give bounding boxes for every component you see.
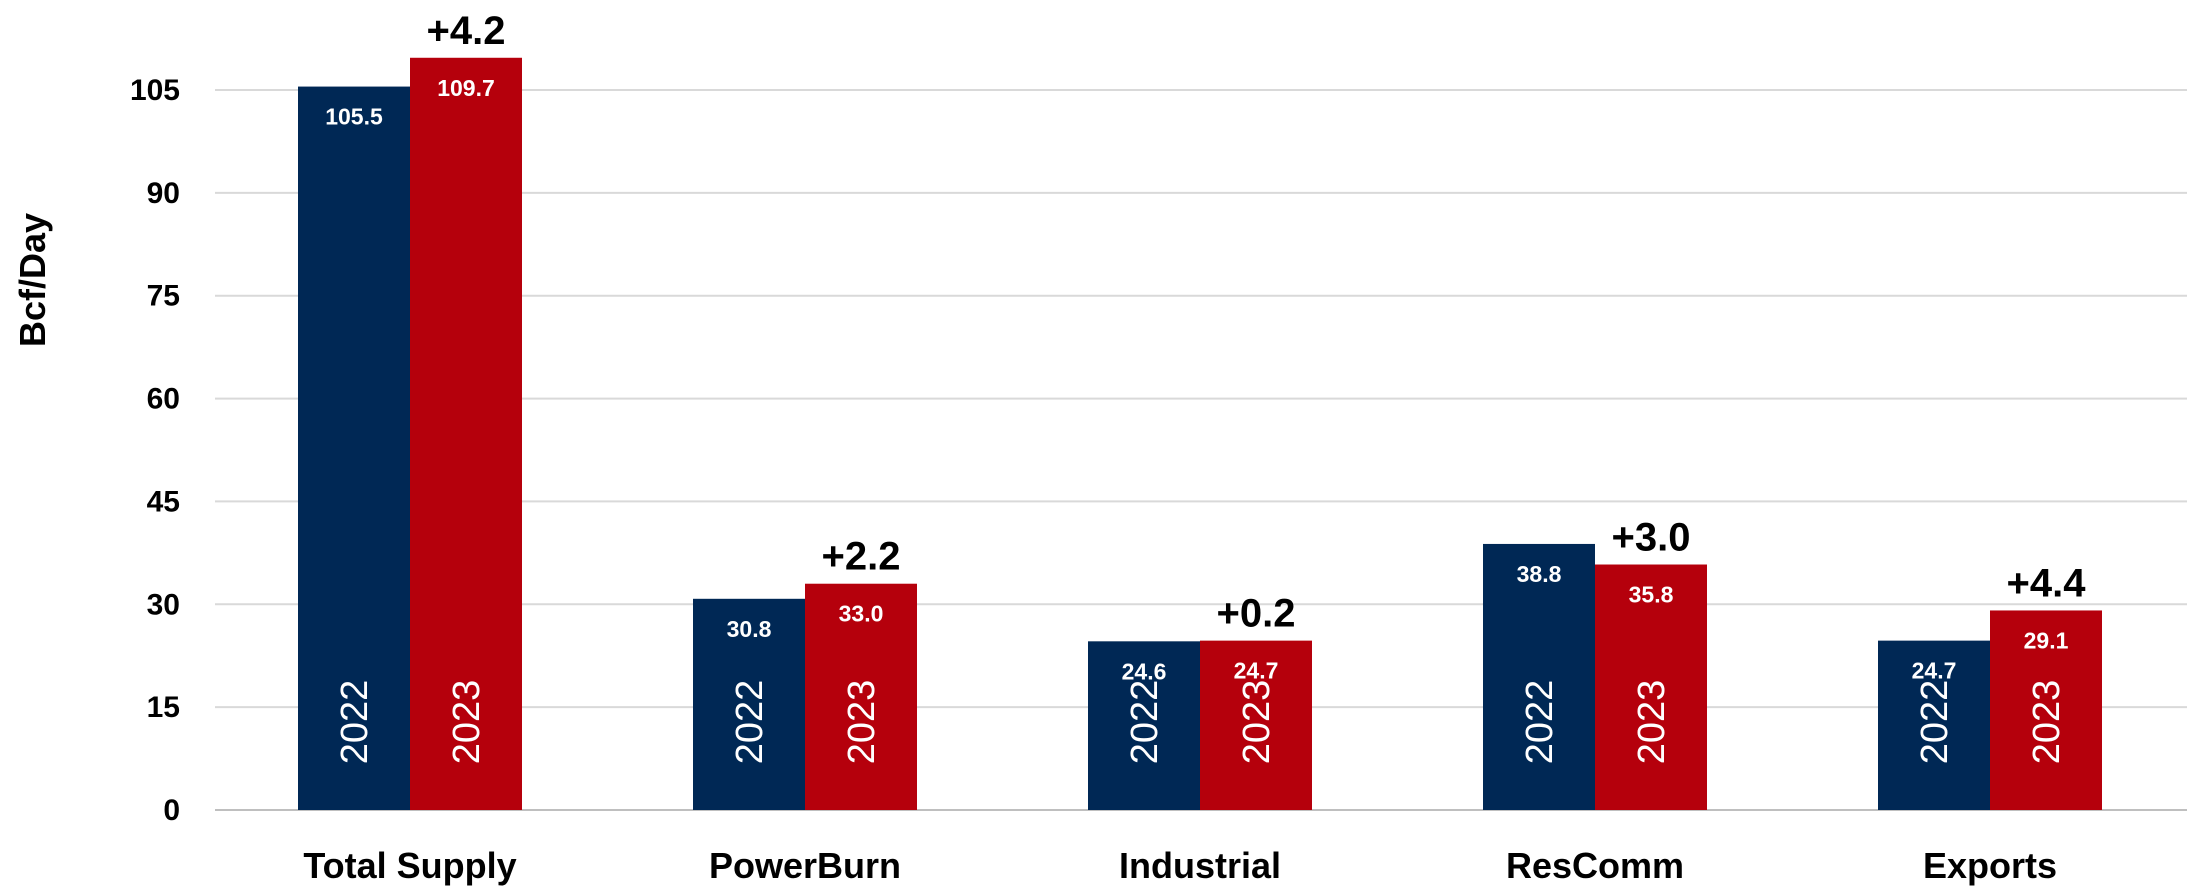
bar-2022 [298, 86, 410, 811]
bar-value-label: 109.7 [437, 75, 495, 101]
y-tick-label: 0 [163, 794, 180, 827]
bar-value-label: 29.1 [2024, 627, 2069, 653]
bar-year-label: 2022 [1124, 680, 1166, 765]
change-annotation: +4.4 [2007, 561, 2087, 605]
y-tick-label: 30 [147, 588, 180, 621]
bar-value-label: 33.0 [839, 601, 884, 627]
y-tick-label: 105 [130, 74, 180, 107]
x-category-label: Total Supply [303, 845, 516, 886]
bar-year-label: 2023 [2026, 680, 2068, 765]
bar-2022 [693, 598, 805, 810]
change-annotation: +0.2 [1217, 592, 1296, 636]
bar-year-label: 2022 [1914, 680, 1956, 765]
bar-year-label: 2022 [729, 680, 771, 765]
y-axis-title: Bcf/Day [12, 213, 53, 347]
x-category-label: Industrial [1119, 845, 1281, 886]
bar-2023 [1990, 610, 2102, 810]
bar-2022 [1483, 543, 1595, 810]
x-category-label: Exports [1923, 845, 2057, 886]
y-tick-label: 90 [147, 177, 180, 210]
bar-value-label: 105.5 [325, 104, 383, 130]
bar-year-label: 2023 [841, 680, 883, 765]
y-tick-label: 15 [147, 691, 180, 724]
bar-year-label: 2022 [1519, 680, 1561, 765]
bar-value-label: 24.6 [1122, 658, 1167, 684]
bar-2022 [1088, 641, 1200, 810]
change-annotation: +3.0 [1612, 516, 1691, 560]
bar-2023 [1200, 640, 1312, 810]
y-tick-label: 60 [147, 383, 180, 416]
x-category-label: PowerBurn [709, 845, 901, 886]
bar-value-label: 38.8 [1517, 561, 1562, 587]
x-axis-labels: Total Supply PowerBurn Industrial ResComm Ex… [303, 845, 2057, 886]
bar-2022 [1878, 640, 1990, 810]
bar-value-label: 24.7 [1234, 658, 1279, 684]
gridlines [215, 89, 2187, 811]
x-category-label: ResComm [1506, 845, 1684, 886]
bar-2023 [1595, 564, 1707, 810]
bar-year-label: 2023 [1631, 680, 1673, 765]
bar-year-label: 2023 [1236, 680, 1278, 765]
change-annotation: +4.2 [427, 9, 506, 53]
bar-year-label: 2023 [446, 680, 488, 765]
bar-year-label: 2022 [334, 680, 376, 765]
bar-value-label: 24.7 [1912, 658, 1957, 684]
bar-2023 [410, 57, 522, 811]
change-annotation: +2.2 [822, 535, 901, 579]
y-axis-ticks: 0 15 30 45 60 75 90 105 [130, 74, 180, 827]
y-tick-label: 45 [147, 485, 180, 518]
bar-2023 [805, 583, 917, 810]
y-tick-label: 75 [147, 280, 180, 313]
bar-value-label: 30.8 [727, 616, 772, 642]
bars: 105.5 2022 109.7 2023 +4.2 30.8 2022 33.0 2023 +2… [298, 9, 2102, 811]
bar-value-label: 35.8 [1629, 582, 1674, 608]
